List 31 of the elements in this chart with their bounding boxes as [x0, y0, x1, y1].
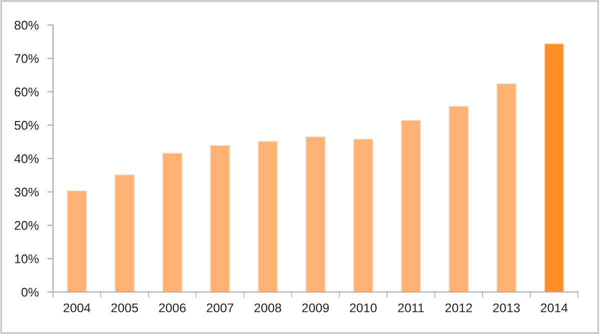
- y-tick-label: 20%: [14, 221, 39, 230]
- bar: [544, 43, 564, 292]
- bar: [258, 141, 278, 292]
- y-tick-label: 40%: [14, 154, 39, 164]
- bar: [353, 138, 374, 292]
- x-tick-label: 2012: [445, 303, 472, 312]
- x-tick-label: 2004: [64, 303, 90, 312]
- x-tick-label: 2007: [206, 303, 234, 312]
- x-tick-label: 2013: [493, 303, 520, 312]
- x-tick-label: 2014: [540, 303, 568, 312]
- y-tick-label: 60%: [14, 88, 39, 96]
- bar: [162, 152, 182, 292]
- y-tick-label: 70%: [14, 54, 39, 64]
- bar: [210, 145, 230, 292]
- x-tick-label: 2010: [350, 303, 377, 312]
- x-tick-label: 2005: [111, 303, 138, 312]
- x-tick-label: 2006: [159, 303, 186, 312]
- x-tick-label: 2009: [302, 303, 329, 312]
- x-tick-label: 2008: [254, 303, 282, 312]
- bar: [400, 120, 421, 292]
- x-tick-label: 2011: [398, 303, 424, 312]
- y-tick-label: 0%: [22, 288, 39, 297]
- y-tick-label: 10%: [15, 254, 39, 264]
- bar: [306, 136, 326, 292]
- y-tick-label: 30%: [14, 188, 39, 197]
- bar: [496, 83, 516, 292]
- bar: [448, 106, 469, 292]
- bar: [114, 174, 135, 292]
- y-tick-label: 80%: [14, 20, 39, 30]
- y-tick-label: 50%: [14, 120, 39, 130]
- bar: [66, 190, 87, 292]
